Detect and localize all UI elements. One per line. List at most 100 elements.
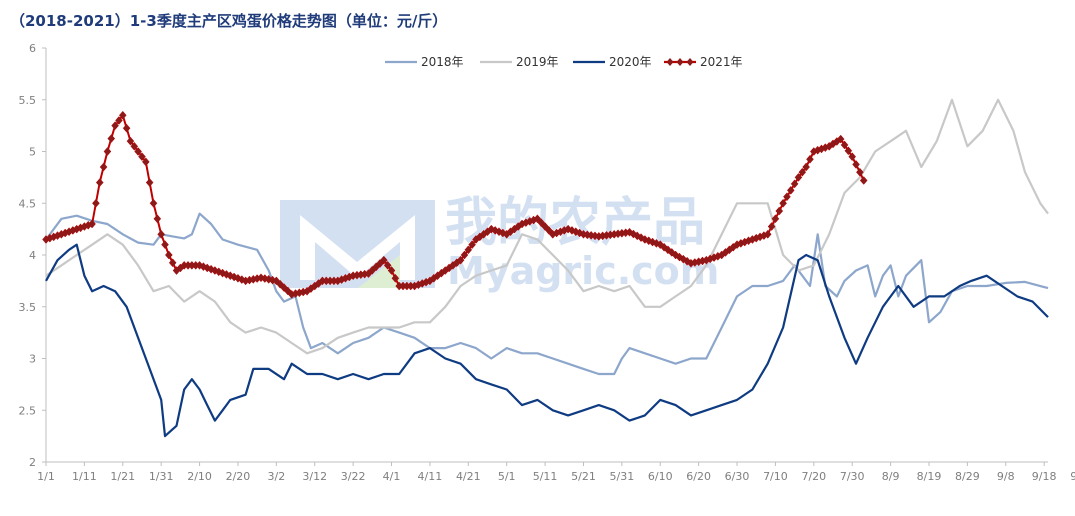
series-point-2021年 — [149, 198, 158, 208]
x-tick-label: 6/10 — [648, 470, 673, 483]
series-line-2019年 — [45, 98, 1049, 355]
series-point-2021年 — [134, 147, 142, 156]
series-point-2021年 — [387, 266, 396, 275]
series-point-2021年 — [545, 226, 553, 235]
y-tick-label: 3.5 — [19, 301, 37, 314]
series-point-2021年 — [107, 134, 116, 143]
legend-marker — [686, 58, 694, 66]
series-point-2021年 — [126, 136, 135, 146]
watermark-chinese: 我的农产品 — [445, 193, 705, 253]
x-tick-label: 7/10 — [763, 470, 788, 483]
legend-label-2019年: 2019年 — [516, 55, 559, 69]
series-point-2021年 — [767, 222, 776, 231]
chart-title: （2018-2021）1-3季度主产区鸡蛋价格走势图（单位：元/斤） — [10, 12, 448, 30]
series-point-2021年 — [165, 250, 173, 260]
x-tick-label: 5/31 — [610, 470, 635, 483]
series-point-2021年 — [391, 273, 400, 283]
x-tick-label: 4/21 — [456, 470, 481, 483]
series-point-2021年 — [138, 152, 146, 162]
x-tick-label: 2/10 — [187, 470, 212, 483]
series-point-2021年 — [840, 140, 849, 150]
series-point-2021年 — [464, 245, 473, 255]
series-point-2021年 — [276, 279, 285, 289]
series-point-2021年 — [161, 240, 169, 250]
x-tick-label: 8/9 — [882, 470, 900, 483]
series-point-2021年 — [280, 283, 288, 292]
series-point-2021年 — [157, 229, 166, 239]
x-tick-label: 1/21 — [110, 470, 135, 483]
series-point-2021年 — [656, 240, 665, 250]
x-tick-label: 7/30 — [840, 470, 865, 483]
x-tick-label: 9/18 — [1032, 470, 1057, 483]
legend-marker — [666, 58, 674, 66]
y-tick-label: 5.5 — [19, 94, 37, 107]
series-point-2021年 — [794, 172, 803, 182]
x-tick-label: 1/31 — [149, 470, 174, 483]
series-point-2021年 — [779, 198, 787, 208]
x-tick-label: 8/29 — [955, 470, 980, 483]
series-point-2021年 — [383, 260, 392, 270]
x-tick-label: 9/28 — [1070, 470, 1075, 483]
series-point-2021年 — [92, 198, 100, 208]
series-layer — [42, 98, 1049, 438]
x-tick-label: 3/2 — [267, 470, 285, 483]
series-point-2021年 — [145, 178, 154, 187]
series-point-2021年 — [859, 176, 868, 185]
series-point-2021年 — [775, 206, 784, 216]
x-tick-label: 8/19 — [917, 470, 942, 483]
series-point-2021年 — [95, 178, 104, 187]
series-point-2021年 — [153, 214, 162, 224]
series-point-2021年 — [141, 157, 150, 167]
series-point-2021年 — [118, 110, 127, 120]
x-tick-label: 6/30 — [725, 470, 750, 483]
series-point-2021年 — [272, 276, 281, 286]
y-tick-label: 2 — [29, 456, 36, 469]
series-point-2021年 — [802, 162, 810, 172]
x-tick-label: 4/1 — [383, 470, 401, 483]
series-point-2021年 — [783, 192, 791, 202]
series-line-2020年 — [45, 243, 1049, 438]
x-tick-label: 1/11 — [72, 470, 97, 483]
legend-label-2018年: 2018年 — [421, 55, 464, 69]
legend-marker — [676, 58, 684, 66]
series-line-2018年 — [45, 212, 1049, 376]
legend-label-2021年: 2021年 — [700, 55, 743, 69]
series-point-2021年 — [168, 258, 177, 268]
series-point-2021年 — [460, 250, 469, 260]
x-tick-label: 1/1 — [37, 470, 55, 483]
x-tick-label: 3/12 — [302, 470, 327, 483]
series-point-2021年 — [856, 167, 864, 177]
series-point-2021年 — [103, 147, 112, 156]
series-point-2021年 — [115, 116, 123, 125]
axes: 2 2.5 3 3.5 4 4.5 5 5.5 6 1/1 1/11 1/21 1/31 2/10 2/20… — [19, 42, 1075, 483]
y-tick-label: 4 — [29, 249, 36, 262]
x-tick-label: 7/20 — [801, 470, 826, 483]
series-point-2021年 — [786, 185, 795, 195]
y-tick-label: 6 — [29, 42, 36, 55]
series-point-2021年 — [667, 248, 676, 257]
series-point-2021年 — [130, 141, 139, 151]
x-tick-label: 5/1 — [498, 470, 516, 483]
x-tick-label: 5/11 — [533, 470, 558, 483]
series-point-2021年 — [848, 152, 857, 162]
y-tick-label: 5 — [29, 146, 36, 159]
series-point-2021年 — [790, 179, 799, 189]
x-tick-label: 5/21 — [571, 470, 596, 483]
series-point-2021年 — [844, 146, 853, 156]
series-point-2021年 — [122, 123, 131, 133]
x-tick-label: 9/8 — [997, 470, 1015, 483]
series-point-2021年 — [468, 240, 476, 250]
y-tick-label: 4.5 — [19, 197, 37, 210]
series-point-2021年 — [771, 214, 780, 224]
series-point-2021年 — [763, 229, 772, 239]
x-tick-label: 2/20 — [226, 470, 251, 483]
legend: 2018年 2019年 2020年 2021年 — [385, 55, 743, 69]
series-point-2021年 — [798, 167, 807, 177]
series-point-2021年 — [380, 255, 388, 265]
x-tick-label: 6/20 — [686, 470, 711, 483]
series-point-2021年 — [99, 162, 108, 172]
series-point-2021年 — [660, 242, 668, 252]
series-point-2021年 — [88, 219, 96, 229]
series-point-2021年 — [836, 134, 845, 144]
